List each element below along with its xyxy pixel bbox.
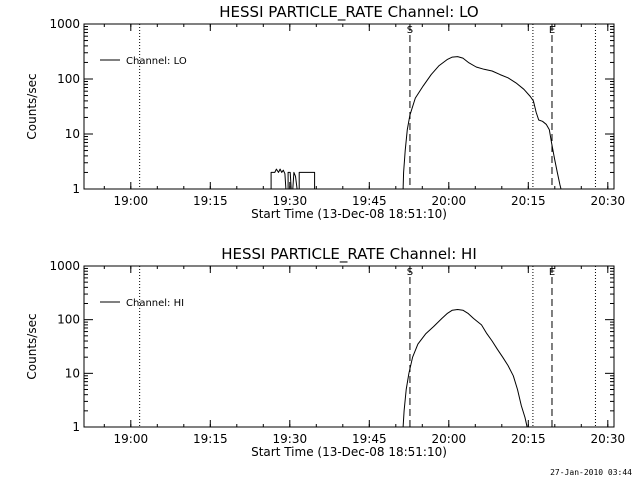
x-tick-label: 20:30 [591, 194, 626, 208]
plot-frame [83, 265, 615, 428]
x-tick-label: 19:45 [352, 194, 387, 208]
series-line [402, 56, 562, 190]
y-tick-label: 100 [57, 313, 80, 327]
x-tick-label: 19:00 [114, 432, 149, 446]
series-line [402, 309, 528, 428]
plot-frame [83, 23, 615, 190]
x-tick-label: 20:15 [511, 432, 546, 446]
y-tick-label: 100 [57, 72, 80, 86]
hi-channel-plot: HESSI PARTICLE_RATE Channel: HI 19:00 19:1… [25, 245, 625, 459]
x-tick-label: 19:30 [273, 194, 308, 208]
x-tick-label: 19:15 [193, 194, 228, 208]
legend-entry: Channel: HI [126, 298, 184, 309]
series-line [270, 168, 316, 190]
y-tick-label: 1000 [49, 17, 80, 31]
generation-timestamp: 27-Jan-2010 03:44 [550, 468, 632, 477]
y-tick-label: 1 [72, 182, 80, 196]
x-tick-label: 19:30 [273, 432, 308, 446]
legend-entry: Channel: LO [126, 56, 187, 67]
y-tick-label: 1000 [49, 259, 80, 273]
y-axis-label: Counts/sec [25, 313, 39, 379]
chart-title: HESSI PARTICLE_RATE Channel: HI [221, 245, 477, 264]
x-tick-label: 19:45 [352, 432, 387, 446]
x-tick-label: 20:00 [432, 432, 467, 446]
y-tick-label: 10 [65, 127, 80, 141]
marker-label: E [549, 25, 555, 36]
x-tick-label: 19:15 [193, 432, 228, 446]
x-axis-label: Start Time (13-Dec-08 18:51:10) [251, 207, 447, 221]
x-tick-label: 20:15 [511, 194, 546, 208]
y-tick-label: 1 [72, 420, 80, 434]
x-axis-label: Start Time (13-Dec-08 18:51:10) [251, 445, 447, 459]
y-axis-label: Counts/sec [25, 73, 39, 139]
x-tick-label: 20:00 [432, 194, 467, 208]
x-tick-label: 19:00 [114, 194, 149, 208]
lo-channel-plot: HESSI PARTICLE_RATE Channel: LO 19:00 19:1… [25, 3, 625, 221]
chart-title: HESSI PARTICLE_RATE Channel: LO [219, 3, 478, 22]
marker-label: E [549, 267, 555, 278]
marker-label: S [407, 25, 413, 36]
y-tick-label: 10 [65, 366, 80, 380]
marker-label: S [407, 267, 413, 278]
x-tick-label: 20:30 [591, 432, 626, 446]
